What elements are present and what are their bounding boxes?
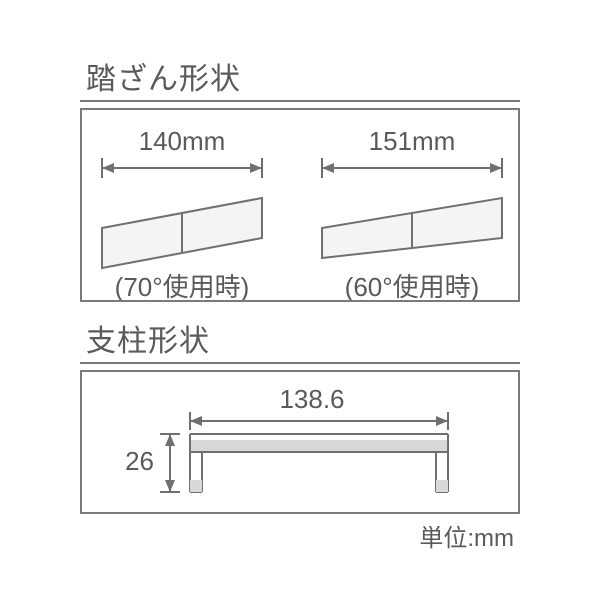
unit-label: 単位:mm [80, 518, 514, 553]
dim-right: 151mm [322, 126, 502, 178]
title-underline-2 [80, 362, 520, 364]
caption-left: (70°使用時) [115, 272, 250, 300]
dim-left: 140mm [102, 126, 262, 178]
section-title-column: 支柱形状 [86, 316, 520, 360]
column-shape-panel: 138.6 [80, 370, 520, 514]
caption-right: (60°使用時) [345, 272, 480, 300]
column-height-label: 26 [125, 446, 154, 476]
column-shape-svg: 138.6 [82, 372, 518, 512]
section-title-step: 踏ざん形状 [86, 54, 520, 98]
title-underline [80, 100, 520, 102]
column-width-label: 138.6 [279, 384, 344, 414]
step-shape-svg: 140mm (70°使用時) 151mm (60°使用時) [82, 110, 518, 300]
step-shape-panel: 140mm (70°使用時) 151mm (60°使用時) [80, 108, 520, 302]
column-profile [190, 434, 448, 492]
dim-column-width [190, 412, 448, 430]
dim-label-left: 140mm [139, 126, 226, 156]
dim-label-right: 151mm [369, 126, 456, 156]
dim-column-height [160, 434, 180, 492]
